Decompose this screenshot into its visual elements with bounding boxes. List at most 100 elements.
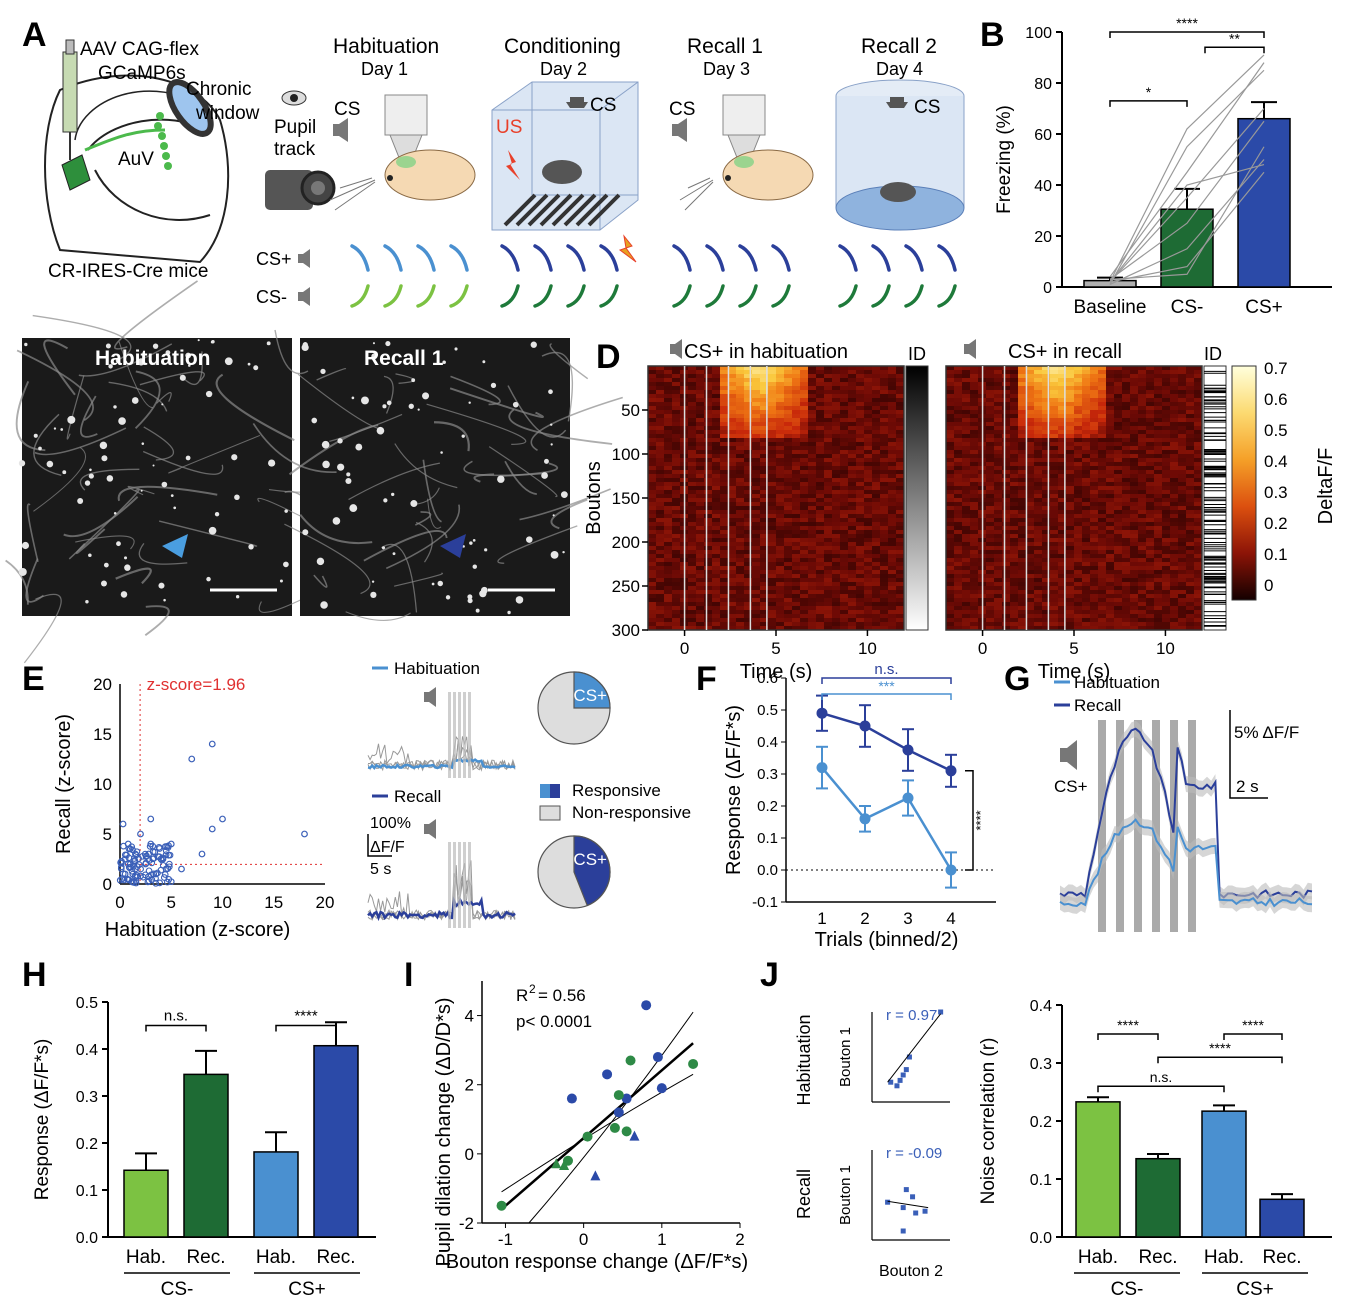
heatmap-recall-cell — [1002, 510, 1011, 515]
heatmap-recall-cell — [946, 474, 955, 479]
heatmap-habituation-cell — [776, 390, 785, 395]
heatmap-habituation-cell — [720, 526, 729, 531]
heatmap-habituation-cell — [656, 430, 665, 435]
heatmap-recall-cell — [986, 498, 995, 503]
heatmap-habituation-cell — [688, 622, 697, 627]
y-tick-label: 15 — [93, 725, 112, 744]
heatmap-recall-cell — [1178, 514, 1187, 519]
heatmap-recall-cell — [1090, 562, 1099, 567]
heatmap-recall-cell — [1162, 498, 1171, 503]
heatmap-habituation-cell — [744, 414, 753, 419]
heatmap-recall-cell — [1146, 454, 1155, 459]
heatmap-recall-cell — [1034, 466, 1043, 471]
heatmap-habituation-cell — [832, 514, 841, 519]
heatmap-recall-cell — [946, 482, 955, 487]
trace-recall-cs-bar — [468, 842, 471, 928]
heatmap-habituation-cell — [760, 462, 769, 467]
heatmap-habituation-cell — [784, 506, 793, 511]
heatmap-recall-cell — [1018, 394, 1027, 399]
heatmap-habituation-cell — [816, 474, 825, 479]
heatmap-recall-cell — [954, 566, 963, 571]
heatmap-habituation-cell — [888, 574, 897, 579]
micro-recall-bouton — [541, 472, 548, 479]
heatmap-recall-cell — [986, 450, 995, 455]
heatmap-habituation-cell — [656, 554, 665, 559]
heatmap-recall-cell — [1106, 482, 1115, 487]
heatmap-recall-cell — [1074, 534, 1083, 539]
heatmap-recall-cell — [946, 506, 955, 511]
heatmap-recall-cell — [1186, 554, 1195, 559]
micro-habituation-axon — [80, 395, 98, 438]
heatmap-habituation-cell — [696, 386, 705, 391]
heatmap-habituation-cell — [832, 450, 841, 455]
heatmap-habituation-cell — [848, 370, 857, 375]
heatmap-recall-cell — [954, 522, 963, 527]
heatmap-recall-cell — [954, 486, 963, 491]
heatmap-habituation-cell — [696, 474, 705, 479]
heatmap-recall-cell — [1130, 490, 1139, 495]
micro-recall-bouton — [355, 443, 363, 451]
heatmap-habituation-cell — [832, 574, 841, 579]
heatmap-habituation-cell — [776, 394, 785, 399]
heatmap-recall-cell — [1146, 418, 1155, 423]
region-label: AuV — [118, 149, 154, 170]
heatmap-habituation-cell — [728, 478, 737, 483]
heatmap-recall-cell — [1066, 418, 1075, 423]
heatmap-habituation-cell — [720, 402, 729, 407]
heatmap-recall-cell — [1018, 418, 1027, 423]
heatmap-habituation-cell — [752, 622, 761, 627]
micro-habituation-bouton — [67, 415, 76, 424]
trace-recall-cs-bar — [463, 842, 466, 928]
heatmap-habituation-cell — [648, 462, 657, 467]
stage-4-name: Recall 2 — [861, 35, 937, 58]
heatmap-habituation-cell — [720, 554, 729, 559]
heatmap-recall-cell — [1138, 370, 1147, 375]
heatmap-habituation-cell — [872, 390, 881, 395]
heatmap-recall-cell — [1082, 442, 1091, 447]
heatmap-recall-cell — [1018, 598, 1027, 603]
heatmap-habituation-cell — [880, 506, 889, 511]
heatmap-recall-cell — [970, 550, 979, 555]
heatmap-recall-cell — [1162, 494, 1171, 499]
heatmap-recall-cell — [1146, 554, 1155, 559]
heatmap-habituation-cell — [856, 366, 865, 371]
heatmap-habituation-cell — [848, 458, 857, 463]
heatmap-recall-cell — [1034, 450, 1043, 455]
heatmap-recall-cell — [1034, 458, 1043, 463]
heatmap-recall-cell — [1074, 542, 1083, 547]
micro-habituation-bouton — [210, 340, 214, 344]
heatmap-recall-cell — [946, 522, 955, 527]
heatmap-habituation-cell — [704, 478, 713, 483]
heatmap-recall-cell — [986, 438, 995, 443]
heatmap-habituation-cell — [864, 474, 873, 479]
heatmap-recall-cell — [962, 390, 971, 395]
heatmap-recall-cell — [1146, 502, 1155, 507]
heatmap-recall-cell — [1122, 418, 1131, 423]
micro-habituation-bouton — [247, 362, 251, 366]
heatmap-habituation-cell — [864, 622, 873, 627]
heatmap-recall-cell — [970, 574, 979, 579]
heatmap-habituation-cell — [856, 438, 865, 443]
csminus-arc — [738, 284, 758, 308]
heatmap-recall-cell — [1122, 442, 1131, 447]
heatmap-habituation-cell — [744, 510, 753, 515]
heatmap-recall-cell — [1026, 430, 1035, 435]
heatmap-habituation-cell — [832, 466, 841, 471]
heatmap-habituation-cell — [856, 374, 865, 379]
heatmap-recall-cell — [1034, 522, 1043, 527]
heatmap-habituation-cell — [688, 514, 697, 519]
heatmap-habituation-cell — [736, 450, 745, 455]
heatmap-recall-cell — [1034, 546, 1043, 551]
heatmap-habituation-cell — [736, 402, 745, 407]
heatmap-habituation-cell — [896, 482, 905, 487]
heatmap-habituation-cell — [816, 390, 825, 395]
heatmap-recall-cell — [1050, 478, 1059, 483]
heatmap-habituation-cell — [768, 510, 777, 515]
heatmap-habituation-cell — [776, 438, 785, 443]
heatmap-habituation-cell — [824, 570, 833, 575]
heatmap-recall-cell — [1074, 450, 1083, 455]
individual-line — [1109, 69, 1265, 285]
heatmap-recall-cell — [970, 418, 979, 423]
virus-label-2: GCaMP6s — [98, 63, 186, 84]
heatmap-recall-cell — [986, 614, 995, 619]
